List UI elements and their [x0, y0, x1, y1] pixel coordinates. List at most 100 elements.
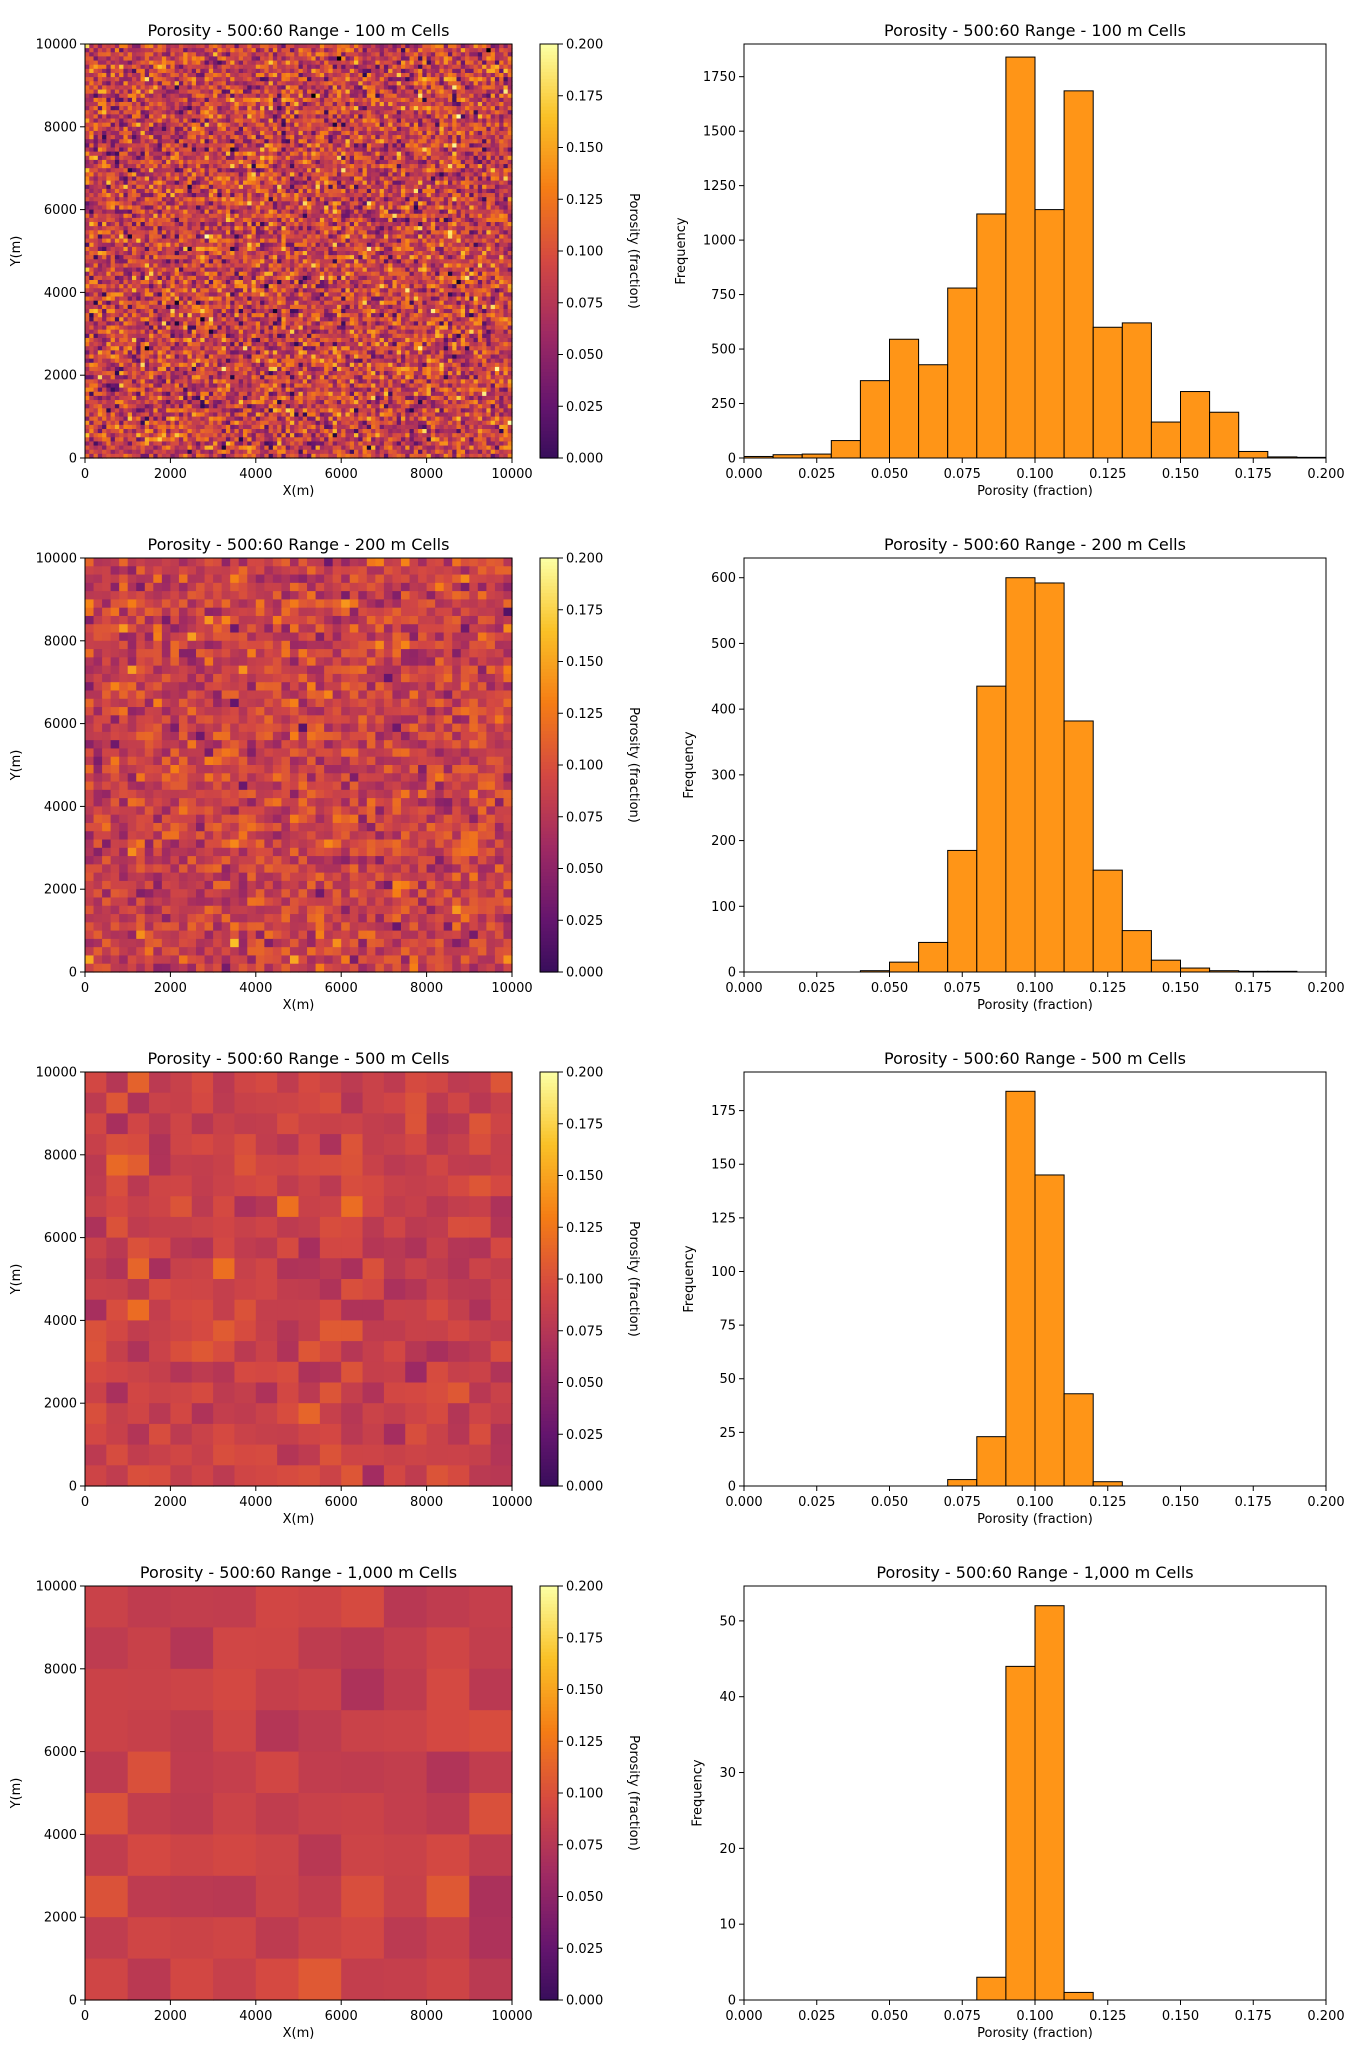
heatmap-cell: [213, 68, 218, 74]
heatmap-cell: [383, 246, 389, 252]
heatmap-cell: [217, 172, 223, 178]
heatmap-cell: [439, 168, 445, 173]
heatmap-cell: [242, 188, 248, 194]
heatmap-cell: [366, 114, 372, 120]
heatmap-cell: [319, 176, 325, 182]
heatmap-cell: [204, 44, 210, 49]
heatmap-cell: [230, 172, 236, 178]
heatmap-cell: [328, 242, 334, 248]
heatmap-cell: [208, 114, 214, 120]
heatmap-cell: [106, 184, 112, 190]
heatmap-cell: [123, 147, 129, 153]
heatmap-cell: [311, 118, 317, 124]
heatmap-cell: [324, 159, 329, 165]
heatmap-cell: [289, 242, 295, 248]
heatmap-cell: [161, 77, 167, 82]
heatmap-cell: [490, 101, 496, 107]
heatmap-cell: [426, 106, 432, 111]
heatmap-cell: [362, 234, 368, 240]
heatmap-cell: [238, 242, 244, 248]
heatmap-cell: [413, 126, 419, 132]
heatmap-cell: [97, 81, 103, 86]
heatmap-cell: [242, 209, 248, 215]
heatmap-cell: [396, 48, 402, 53]
heatmap-cell: [97, 180, 103, 186]
heatmap-cell: [490, 139, 496, 144]
heatmap-cell: [289, 139, 295, 144]
heatmap-cell: [430, 44, 436, 49]
heatmap-cell: [383, 151, 389, 157]
heatmap-cell: [149, 93, 154, 99]
heatmap-cell: [183, 72, 189, 78]
heatmap-cell: [93, 126, 99, 132]
heatmap-cell: [213, 60, 218, 66]
heatmap-cell: [503, 230, 509, 236]
heatmap-cell: [422, 135, 428, 140]
heatmap-cell: [345, 93, 351, 99]
heatmap-cell: [469, 81, 475, 86]
heatmap-cell: [178, 217, 184, 223]
heatmap-cell: [106, 213, 112, 219]
heatmap-cell: [473, 238, 479, 244]
heatmap-cell: [439, 201, 445, 207]
heatmap-cell: [85, 48, 90, 53]
heatmap-cell: [456, 238, 462, 244]
heatmap-cell: [242, 193, 248, 198]
heatmap-cell: [379, 188, 385, 194]
heatmap-cell: [161, 155, 167, 161]
heatmap-cell: [251, 89, 257, 95]
heatmap-cell: [221, 106, 227, 111]
heatmap-cell: [264, 164, 270, 169]
heatmap-cell: [260, 72, 265, 78]
heatmap-cell: [383, 130, 389, 136]
heatmap-cell: [102, 205, 107, 211]
heatmap-cell: [161, 242, 167, 248]
heatmap-cell: [114, 68, 120, 74]
heatmap-cell: [294, 48, 300, 53]
heatmap-cell: [225, 118, 231, 124]
heatmap-cell: [311, 93, 317, 99]
heatmap-cell: [426, 147, 432, 153]
heatmap-cell: [255, 126, 261, 132]
heatmap-cell: [217, 164, 223, 169]
heatmap-cell: [234, 130, 240, 136]
heatmap-cell: [234, 85, 240, 91]
heatmap-cell: [221, 110, 227, 115]
heatmap-cell: [187, 209, 193, 215]
heatmap-cell: [174, 60, 180, 66]
heatmap-cell: [238, 118, 244, 124]
heatmap-cell: [89, 230, 95, 236]
heatmap-cell: [247, 143, 253, 149]
heatmap-cell: [285, 44, 291, 49]
heatmap-cell: [161, 85, 167, 91]
heatmap-cell: [170, 44, 176, 49]
heatmap-cell: [298, 110, 304, 115]
heatmap-cell: [366, 44, 372, 49]
heatmap-cell: [341, 184, 347, 190]
heatmap-cell: [375, 151, 381, 157]
heatmap-cell: [426, 60, 432, 66]
heatmap-cell: [93, 143, 99, 149]
heatmap-cell: [247, 122, 253, 128]
heatmap-cell: [149, 230, 154, 236]
heatmap-cell: [503, 238, 509, 244]
heatmap-cell: [268, 205, 274, 211]
heatmap-cell: [413, 101, 419, 107]
heatmap-cell: [242, 217, 248, 223]
heatmap-cell: [435, 176, 441, 182]
heatmap-cell: [123, 64, 129, 70]
heatmap-cell: [144, 77, 150, 82]
heatmap-cell: [97, 68, 103, 74]
heatmap-cell: [294, 60, 300, 66]
heatmap-cell: [465, 184, 470, 190]
heatmap-cell: [127, 60, 133, 66]
heatmap-cell: [499, 93, 505, 99]
heatmap-cell: [208, 213, 214, 219]
heatmap-cell: [358, 226, 364, 231]
heatmap-cell: [490, 193, 496, 198]
heatmap-cell: [430, 72, 436, 78]
heatmap-cell: [260, 242, 265, 248]
heatmap-cell: [396, 234, 402, 240]
heatmap-cell: [196, 209, 201, 215]
heatmap-cell: [153, 135, 159, 140]
